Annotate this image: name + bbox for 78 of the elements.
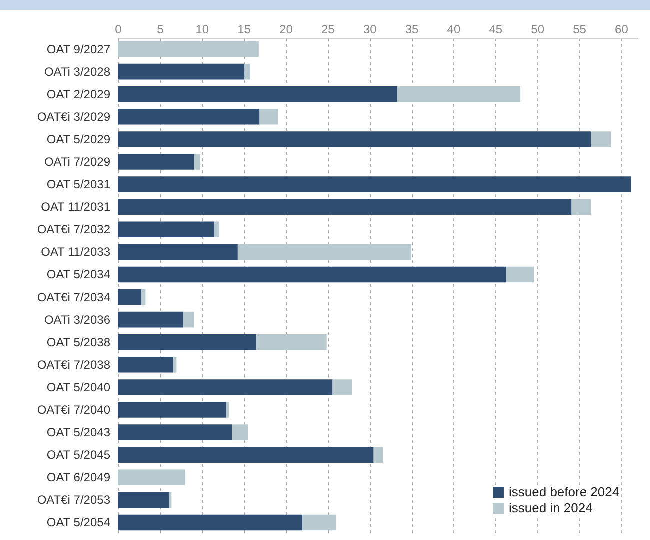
- x-tick-label: 50: [531, 22, 545, 36]
- bar: [118, 334, 256, 350]
- y-tick-label: OAT 5/2045: [46, 448, 111, 462]
- bar: [118, 244, 238, 260]
- bar: [591, 132, 612, 148]
- y-tick-label: OAT€i 7/2038: [37, 358, 111, 372]
- bar: [169, 492, 172, 508]
- y-tick-label: OAT 5/2054: [46, 516, 111, 530]
- bar: [302, 514, 336, 531]
- bar: [118, 154, 194, 170]
- y-tick-label: OAT 5/2038: [46, 335, 111, 350]
- x-tick-label: 45: [489, 22, 503, 36]
- bar: [118, 222, 214, 238]
- bar: [118, 380, 333, 396]
- x-tick-label: 40: [447, 22, 461, 36]
- y-tick-label: OAT 2/2029: [46, 87, 111, 102]
- y-tick-label: OAT 5/2043: [46, 426, 111, 440]
- bar: [183, 312, 194, 328]
- x-tick-label: 55: [573, 22, 587, 36]
- bar: [238, 244, 412, 260]
- bar: [141, 289, 146, 306]
- bar: [572, 199, 592, 215]
- bar: [118, 357, 174, 373]
- x-tick-label: 35: [405, 22, 420, 36]
- x-tick-label: 25: [322, 22, 336, 36]
- bar: [506, 266, 534, 283]
- y-tick-label: OAT 11/2033: [41, 245, 111, 260]
- bar: [244, 64, 251, 80]
- bar: [118, 402, 226, 418]
- y-tick-label: OAT 9/2027: [46, 42, 111, 56]
- bar: [194, 154, 200, 170]
- bar: [118, 266, 506, 283]
- y-tick-label: OAT€i 7/2040: [37, 403, 111, 417]
- bar: [226, 402, 230, 418]
- bar: [118, 514, 303, 531]
- y-tick-label: OAT 5/2031: [46, 178, 111, 192]
- y-tick-label: OAT 5/2034: [46, 268, 111, 282]
- y-tick-label: OATi 3/2036: [44, 312, 111, 327]
- bar: [118, 86, 398, 102]
- bar: [118, 41, 259, 58]
- y-tick-label: OAT 5/2040: [46, 380, 111, 394]
- bar: [260, 109, 278, 125]
- x-tick-label: 30: [363, 22, 378, 36]
- bar: [118, 470, 186, 486]
- bar: [397, 86, 521, 102]
- x-tick-label: 0: [115, 22, 122, 36]
- x-tick-label: 60: [615, 22, 629, 36]
- y-tick-label: OAT 6/2049: [46, 470, 111, 485]
- bar: [173, 357, 177, 373]
- bar: [374, 447, 384, 463]
- bar: [256, 334, 327, 350]
- y-tick-label: OATi 7/2029: [44, 155, 111, 169]
- x-tick-label: 15: [238, 22, 252, 36]
- bar: [118, 64, 245, 80]
- y-tick-label: OAT 11/2031: [41, 200, 111, 214]
- bar: [118, 312, 184, 328]
- bar: [118, 176, 632, 192]
- bar: [118, 199, 572, 215]
- y-tick-label: OAT€i 3/2029: [37, 110, 111, 124]
- legend-label: issued in 2024: [509, 500, 593, 516]
- bar: [118, 132, 592, 148]
- x-tick-label: 10: [196, 22, 210, 36]
- y-tick-label: OAT€i 7/2053: [37, 493, 111, 508]
- bar: [118, 424, 232, 440]
- y-tick-label: OATi 3/2028: [44, 64, 111, 79]
- bar: [118, 447, 374, 463]
- bar: [118, 289, 142, 306]
- bar: [232, 424, 248, 440]
- x-tick-label: 5: [157, 22, 164, 36]
- y-tick-label: OAT 5/2029: [46, 132, 111, 146]
- bar: [118, 492, 170, 508]
- bar: [118, 109, 260, 125]
- y-tick-label: OAT€i 7/2034: [37, 290, 111, 304]
- bar: [332, 380, 352, 396]
- bar: [214, 222, 220, 238]
- legend-label: issued before 2024: [509, 484, 620, 500]
- y-tick-label: OAT€i 7/2032: [37, 222, 111, 237]
- x-tick-label: 20: [280, 22, 294, 36]
